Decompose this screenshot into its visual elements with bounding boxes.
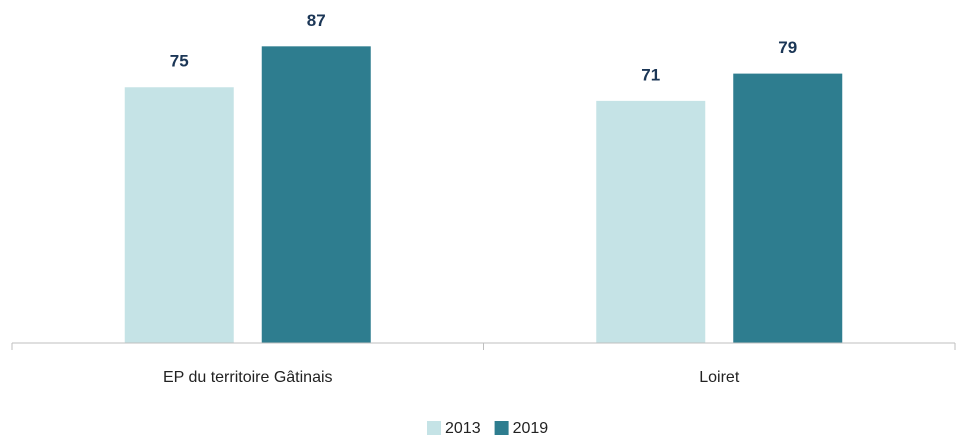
value-label: 71 bbox=[641, 65, 660, 84]
legend-label: 2013 bbox=[445, 420, 481, 437]
bar bbox=[733, 73, 843, 344]
legend-label: 2019 bbox=[513, 420, 549, 437]
value-label: 79 bbox=[778, 38, 797, 57]
legend-swatch bbox=[494, 421, 509, 435]
bar bbox=[261, 46, 371, 344]
bar bbox=[596, 100, 706, 343]
x-tick-label: Loiret bbox=[699, 369, 740, 386]
value-label: 75 bbox=[170, 52, 189, 71]
legend-swatch bbox=[427, 421, 441, 435]
value-label: 87 bbox=[307, 11, 326, 30]
bar bbox=[124, 87, 234, 343]
x-tick-label: EP du territoire Gâtinais bbox=[163, 369, 333, 386]
